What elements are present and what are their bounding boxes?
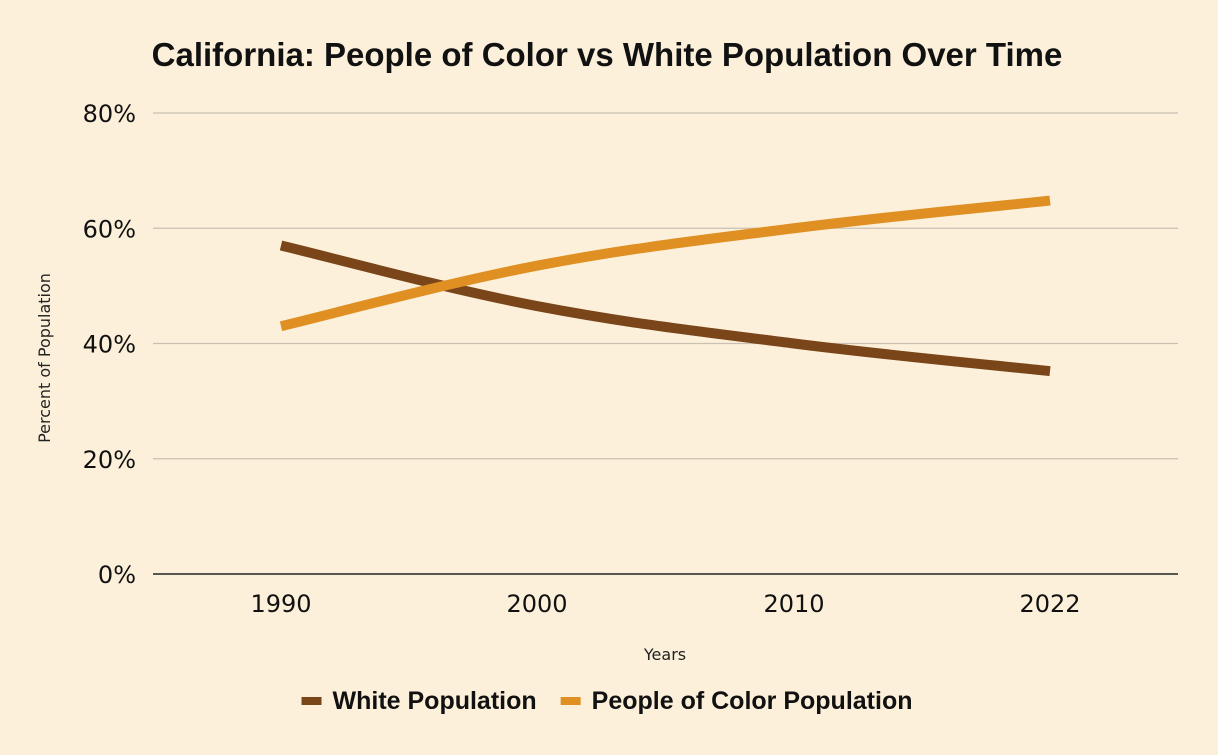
chart-title: California: People of Color vs White Pop… — [152, 36, 1063, 73]
legend-swatch — [560, 697, 581, 705]
legend-item-people-of-color-population: People of Color Population — [560, 687, 913, 715]
series-line-people-of-color-population — [279, 195, 1051, 332]
x-axis-ticks: 1990 2000 2010 2022 — [250, 590, 1080, 618]
x-tick-label: 2000 — [506, 590, 567, 618]
x-tick-label: 1990 — [250, 590, 311, 618]
y-tick-label: 20% — [83, 446, 136, 474]
y-axis-ticks: 0% 20% 40% 60% 80% — [83, 100, 136, 589]
y-tick-label: 60% — [83, 215, 136, 243]
series-line-white-population — [279, 240, 1051, 377]
legend-label: White Population — [333, 687, 537, 715]
y-tick-label: 0% — [98, 561, 136, 589]
y-axis-title: Percent of Population — [35, 273, 54, 443]
x-tick-label: 2010 — [763, 590, 824, 618]
x-axis-title: Years — [643, 645, 686, 664]
y-tick-label: 80% — [83, 100, 136, 128]
legend: White Population People of Color Populati… — [301, 687, 913, 715]
legend-item-white-population: White Population — [301, 687, 537, 715]
y-tick-label: 40% — [83, 331, 136, 359]
series-lines — [279, 195, 1051, 377]
legend-label: People of Color Population — [592, 687, 913, 715]
x-tick-label: 2022 — [1019, 590, 1080, 618]
legend-swatch — [301, 697, 322, 705]
gridlines — [153, 112, 1178, 575]
